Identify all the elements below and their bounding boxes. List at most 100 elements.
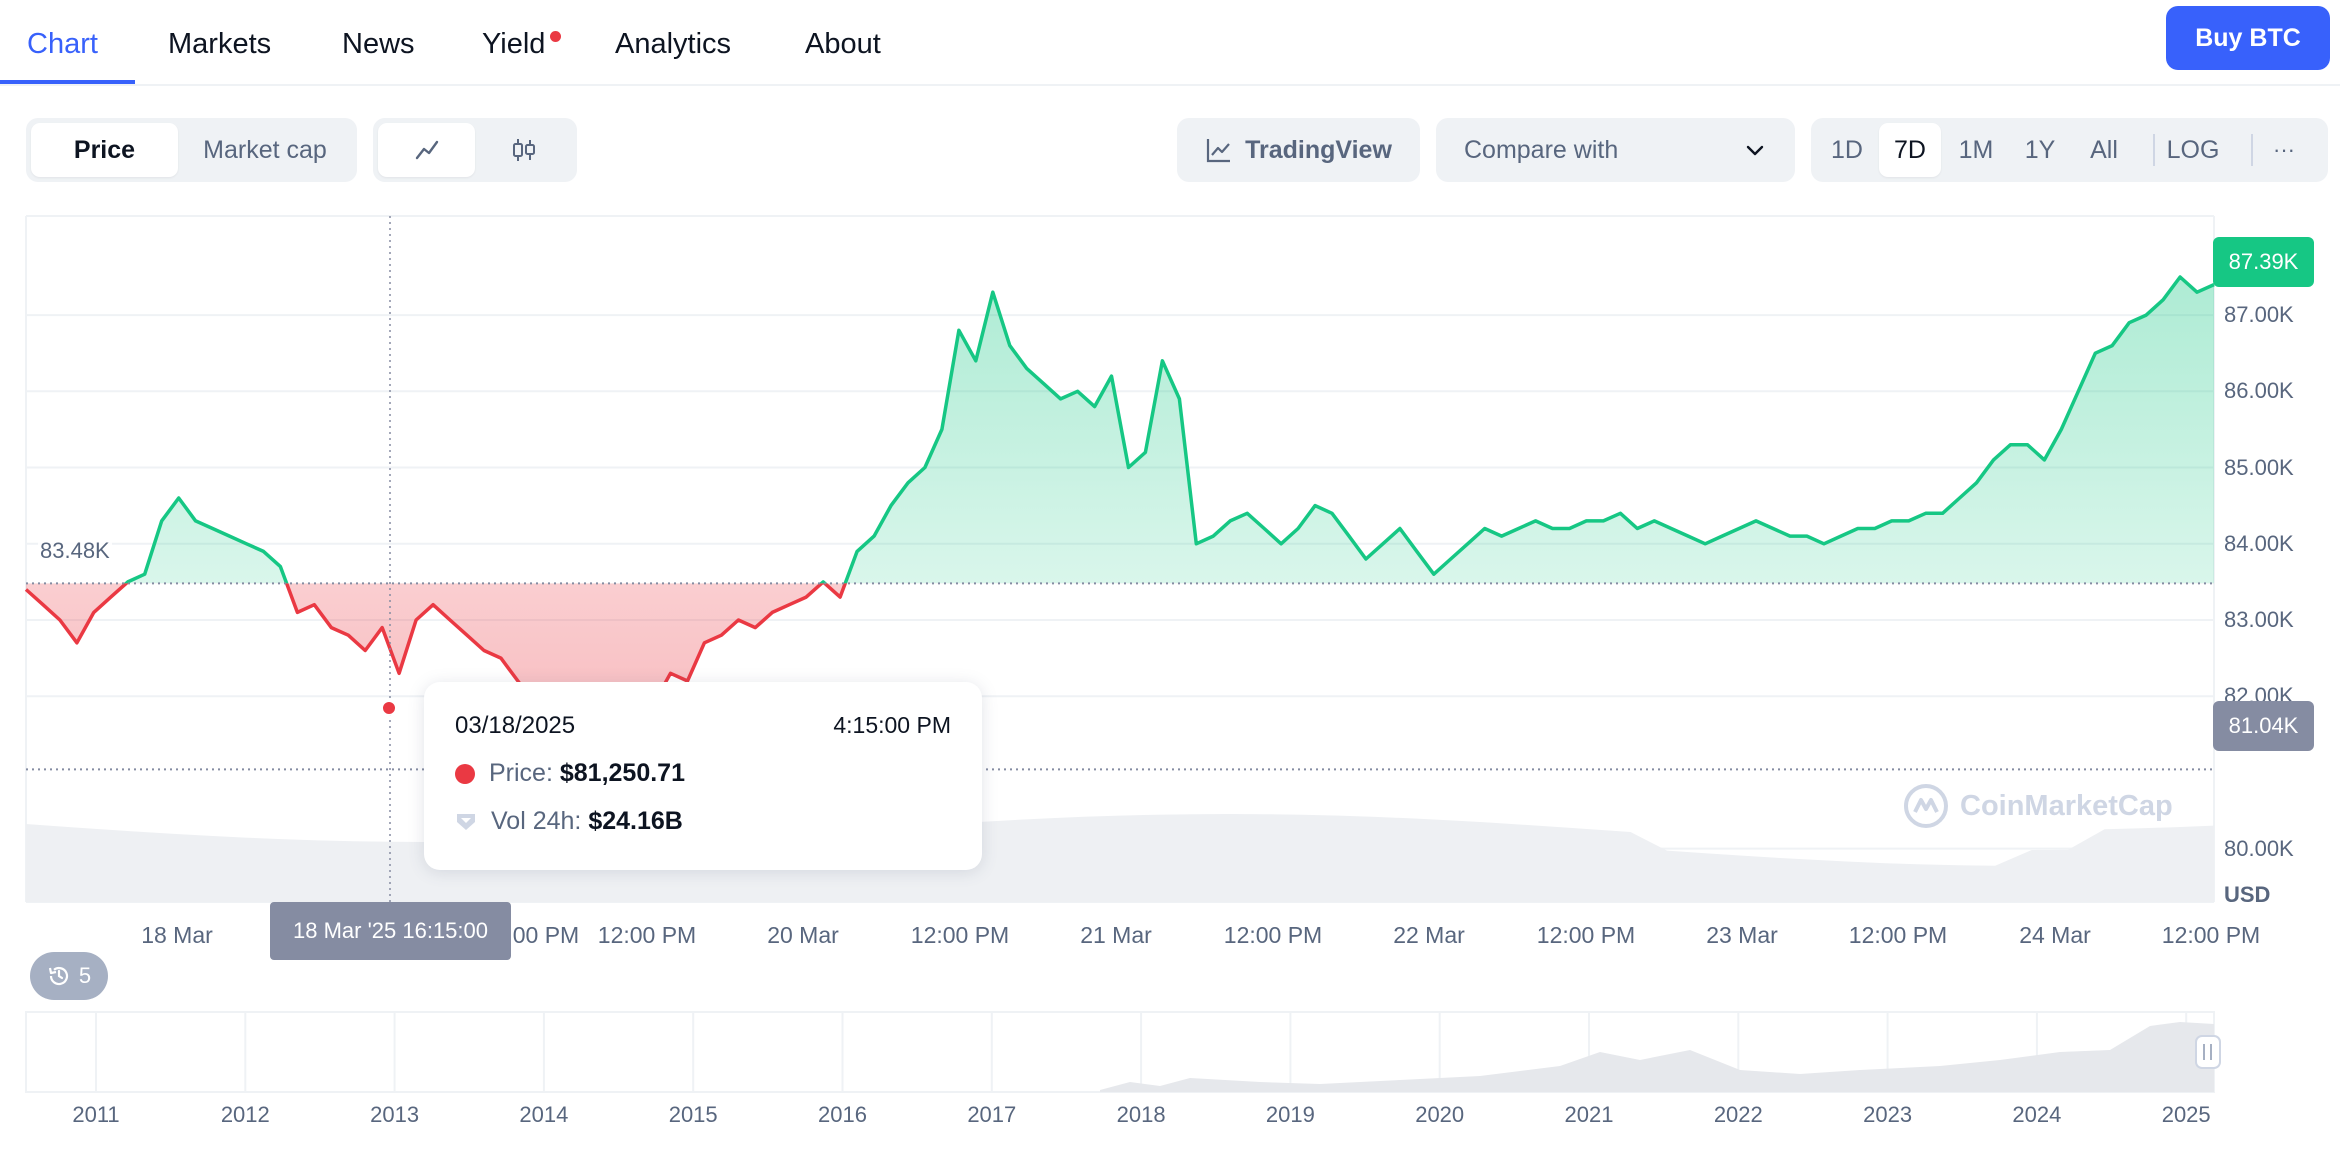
range-divider <box>2251 134 2253 166</box>
year-tick-label: 2014 <box>519 1102 569 1127</box>
navigator-history-area <box>26 1022 2214 1092</box>
year-tick-label: 2021 <box>1564 1102 1614 1127</box>
line-chart-button[interactable] <box>378 123 475 177</box>
tooltip-price-label: Price: <box>489 759 553 787</box>
cursor-price-tag: 81.04K <box>2213 701 2314 751</box>
tab-yield[interactable]: Yield <box>482 28 546 60</box>
tab-news[interactable]: News <box>342 28 415 60</box>
tab-analytics[interactable]: Analytics <box>615 28 732 60</box>
more-options-button[interactable]: ··· <box>2273 137 2295 162</box>
y-tick-label: 85.00K <box>2224 454 2294 480</box>
x-tick-label: 12:00 PM <box>2161 922 2261 948</box>
price-toggle-button[interactable]: Price <box>31 123 178 177</box>
top-nav: Chart Markets News Yield Analytics About <box>0 0 2340 86</box>
year-tick-label: 2012 <box>220 1102 270 1127</box>
active-tab-underline <box>0 80 135 84</box>
current-price-tag: 87.39K <box>2213 237 2314 287</box>
x-tick-label: 23 Mar <box>1706 922 1778 948</box>
y-tick-label: 84.00K <box>2224 530 2294 556</box>
tooltip-price-value: $81,250.71 <box>559 759 685 787</box>
year-tick-label: 2018 <box>1116 1102 1166 1127</box>
metric-toggle: Price Market cap <box>26 118 357 182</box>
price-area-down <box>26 583 846 750</box>
range-1m-button[interactable]: 1M <box>1958 135 1994 164</box>
tooltip-time: 4:15:00 PM <box>833 712 951 738</box>
x-tick-label: 12:00 PM <box>597 922 697 948</box>
chart-gridlines <box>25 215 2215 903</box>
navigator-handle <box>2195 1035 2221 1069</box>
price-area-up <box>26 277 2214 584</box>
year-tick-label: 2022 <box>1713 1102 1763 1127</box>
history-icon <box>48 966 68 986</box>
year-tick-label: 2017 <box>967 1102 1017 1127</box>
history-badge[interactable]: 5 <box>30 952 108 1000</box>
candlestick-icon <box>512 139 535 161</box>
year-tick-label: 2016 <box>818 1102 867 1127</box>
range-all-button[interactable]: All <box>2090 135 2118 164</box>
x-tick-label: 12:00 PM <box>1848 922 1948 948</box>
range-1y-button[interactable]: 1Y <box>2024 135 2056 164</box>
chevron-down-icon <box>1746 145 1764 156</box>
tradingview-button[interactable]: TradingView <box>1177 118 1420 182</box>
range-divider <box>2153 134 2155 166</box>
tab-chart[interactable]: Chart <box>27 28 98 60</box>
tab-markets[interactable]: Markets <box>168 28 272 60</box>
x-tick-label: 20 Mar <box>767 922 839 948</box>
cursor-time-label: 18 Mar '25 16:15:00 <box>270 902 511 960</box>
year-tick-label: 2024 <box>2012 1102 2062 1127</box>
price-line-up <box>123 275 2215 584</box>
log-scale-button[interactable]: LOG <box>2166 135 2220 164</box>
y-tick-label: 86.00K <box>2224 378 2294 404</box>
compare-with-label: Compare with <box>1464 135 1619 164</box>
candlestick-chart-button[interactable] <box>475 123 572 177</box>
market-cap-toggle-button[interactable]: Market cap <box>203 135 327 164</box>
x-tick-label: 21 Mar <box>1080 922 1152 948</box>
tradingview-label: TradingView <box>1245 135 1392 164</box>
compare-with-select[interactable]: Compare with <box>1436 118 1795 182</box>
baseline-price-label: 83.48K <box>38 538 112 564</box>
watermark-text: CoinMarketCap <box>1960 789 2173 822</box>
y-tick-label: 80.00K <box>2224 835 2294 861</box>
year-tick-label: 2013 <box>370 1102 420 1127</box>
cursor-point <box>381 700 397 716</box>
volume-icon <box>457 813 475 830</box>
year-tick-label: 2011 <box>72 1102 120 1127</box>
tooltip-price-row: Price: $81,250.71 <box>455 759 685 788</box>
watermark: CoinMarketCap <box>1902 782 2173 830</box>
tooltip-volume-label: Vol 24h: <box>491 807 582 835</box>
x-tick-label: 12:00 PM <box>910 922 1010 948</box>
coinmarketcap-logo-icon <box>1904 784 1948 828</box>
range-7d-button[interactable]: 7D <box>1879 123 1941 177</box>
navigator-gridlines <box>95 1012 2188 1092</box>
x-tick-label: 18 Mar <box>141 922 213 948</box>
y-tick-label: 83.00K <box>2224 606 2294 632</box>
history-count: 5 <box>78 963 92 988</box>
tooltip-volume-row: Vol 24h: $24.16B <box>455 807 683 836</box>
buy-btc-button[interactable]: Buy BTC <box>2166 6 2330 70</box>
price-tooltip: 03/18/2025 4:15:00 PM Price: $81,250.71 … <box>424 682 982 870</box>
x-tick-label: 24 Mar <box>2019 922 2091 948</box>
price-line-down <box>24 583 848 752</box>
currency-unit-label: USD <box>2224 882 2271 907</box>
volume-area <box>26 814 2214 902</box>
year-tick-label: 2020 <box>1415 1102 1465 1127</box>
x-tick-label: 12:00 PM <box>1223 922 1323 948</box>
x-tick-label: 12:00 PM <box>1536 922 1636 948</box>
year-tick-label: 2025 <box>2161 1102 2211 1127</box>
line-chart-icon <box>415 140 438 160</box>
range-1d-button[interactable]: 1D <box>1831 135 1863 164</box>
tab-about[interactable]: About <box>805 28 881 60</box>
y-tick-label: 87.00K <box>2224 302 2294 328</box>
yield-badge-dot <box>550 31 561 42</box>
year-tick-label: 2023 <box>1863 1102 1913 1127</box>
time-range-selector: 1D 7D 1M 1Y All LOG ··· <box>1811 118 2328 182</box>
x-tick-label: 22 Mar <box>1393 922 1465 948</box>
tooltip-date: 03/18/2025 <box>455 712 576 739</box>
year-tick-label: 2019 <box>1265 1102 1315 1127</box>
tradingview-chart-icon <box>1206 139 1231 163</box>
chart-type-toggle <box>373 118 577 182</box>
year-tick-label: 2015 <box>668 1102 718 1127</box>
price-dot-icon <box>455 763 475 784</box>
navigator-track <box>25 1011 2215 1093</box>
tooltip-volume-value: $24.16B <box>588 807 683 835</box>
